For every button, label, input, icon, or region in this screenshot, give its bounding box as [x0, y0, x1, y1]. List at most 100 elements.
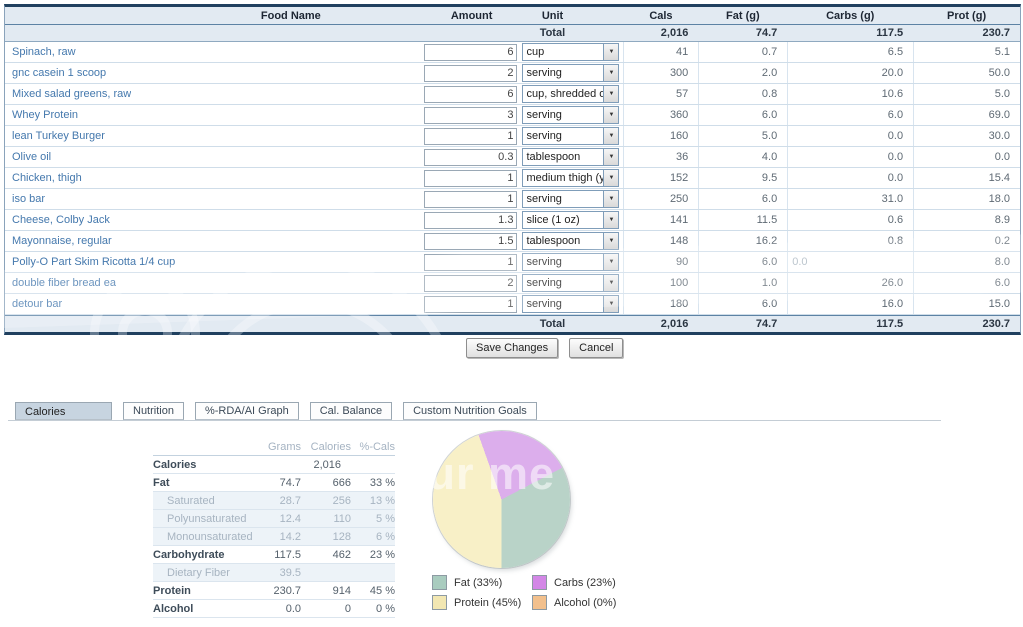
dropdown-arrow-icon[interactable]: ▼ [603, 254, 619, 270]
amount-input[interactable] [424, 253, 518, 271]
carbs-value: 31.0 [787, 189, 913, 209]
dropdown-arrow-icon[interactable]: ▼ [603, 107, 619, 123]
food-name-link[interactable]: Whey Protein [12, 109, 79, 121]
fat-value: 5.0 [698, 126, 787, 146]
unit-select[interactable]: tablespoon ▼ [522, 232, 620, 250]
dropdown-arrow-icon[interactable]: ▼ [603, 86, 619, 102]
food-name-link[interactable]: iso bar [12, 193, 46, 205]
pcals-value: 45 % [369, 584, 395, 597]
unit-select[interactable]: serving ▼ [522, 190, 620, 208]
cals-value: 300 [623, 63, 698, 83]
dropdown-arrow-icon[interactable]: ▼ [603, 149, 619, 165]
unit-select-value: serving [526, 256, 562, 268]
food-name-link[interactable]: Chicken, thigh [12, 172, 82, 184]
unit-select[interactable]: medium thigh (yield afte▼ [522, 169, 620, 187]
amount-input[interactable] [424, 274, 518, 292]
col-header-pcals: %-Cals [359, 440, 395, 453]
tab-custom-nutrition-goals[interactable]: Custom Nutrition Goals [403, 402, 537, 420]
unit-select[interactable]: serving ▼ [522, 64, 620, 82]
tab-nutrition[interactable]: Nutrition [123, 402, 184, 420]
pcals-value: 6 % [376, 530, 395, 543]
unit-select-value: serving [526, 67, 562, 79]
food-name-link[interactable]: Cheese, Colby Jack [12, 214, 110, 226]
dropdown-arrow-icon[interactable]: ▼ [603, 233, 619, 249]
amount-input[interactable] [424, 43, 518, 61]
unit-select[interactable]: slice (1 oz) ▼ [522, 211, 620, 229]
fat-value: 6.0 [698, 252, 787, 272]
food-name-link[interactable]: Polly-O Part Skim Ricotta 1/4 cup [12, 256, 176, 268]
calories-total-value: 2,016 [313, 458, 341, 471]
food-log-table: Food Name Amount Unit Cals Fat (g) Carbs… [4, 4, 1021, 335]
col-header-amount: Amount [450, 9, 493, 22]
amount-input[interactable] [424, 232, 518, 250]
cals-value: 360 [623, 105, 698, 125]
nutrition-row-polyunsaturated: Polyunsaturated 12.4 110 5 % [153, 510, 395, 528]
unit-select[interactable]: serving ▼ [522, 106, 620, 124]
dropdown-arrow-icon[interactable]: ▼ [603, 191, 619, 207]
row-label: Polyunsaturated [167, 512, 247, 525]
dropdown-arrow-icon[interactable]: ▼ [603, 212, 619, 228]
pcals-value: 33 % [369, 476, 395, 489]
unit-select-value: tablespoon [526, 235, 581, 247]
save-changes-button[interactable]: Save Changes [466, 338, 559, 358]
unit-select[interactable]: serving ▼ [522, 274, 620, 292]
carbs-value: 6.0 [787, 105, 913, 125]
amount-input[interactable] [424, 64, 518, 82]
fat-value: 2.0 [698, 63, 787, 83]
unit-select[interactable]: serving ▼ [522, 127, 620, 145]
dropdown-arrow-icon[interactable]: ▼ [603, 170, 619, 186]
food-name-link[interactable]: double fiber bread ea [12, 277, 116, 289]
amount-input[interactable] [424, 295, 518, 313]
food-name-link[interactable]: gnc casein 1 scoop [12, 67, 107, 79]
total-row-top: Total 2,016 74.7 117.5 230.7 [5, 25, 1020, 42]
dropdown-arrow-icon[interactable]: ▼ [603, 44, 619, 60]
tab-cal-balance[interactable]: Cal. Balance [309, 402, 393, 420]
dropdown-arrow-icon[interactable]: ▼ [603, 65, 619, 81]
fat-value: 9.5 [698, 168, 787, 188]
total-fat: 74.7 [755, 27, 778, 39]
cals-value: 90 [623, 252, 698, 272]
amount-input[interactable] [424, 169, 518, 187]
food-name-link[interactable]: lean Turkey Burger [12, 130, 105, 142]
legend-item-protein: Protein (45%) [432, 595, 532, 610]
food-name-link[interactable]: Mayonnaise, regular [12, 235, 112, 247]
food-name-link[interactable]: Spinach, raw [12, 46, 76, 58]
food-name-link[interactable]: Olive oil [12, 151, 52, 163]
food-name-link[interactable]: Mixed salad greens, raw [12, 88, 132, 100]
unit-select-value: tablespoon [526, 151, 581, 163]
food-name-link[interactable]: detour bar [12, 298, 63, 310]
food-row: iso bar serving ▼ 250 6.0 31.0 18.0 [5, 189, 1020, 210]
pcals-value: 13 % [369, 494, 395, 507]
prot-value: 15.4 [913, 168, 1020, 188]
carbs-value: 20.0 [787, 63, 913, 83]
unit-select[interactable]: serving ▼ [522, 295, 620, 313]
dropdown-arrow-icon[interactable]: ▼ [603, 128, 619, 144]
nutrition-row-monounsaturated: Monounsaturated 14.2 128 6 % [153, 528, 395, 546]
total-fat: 74.7 [755, 318, 778, 330]
prot-value: 15.0 [913, 294, 1020, 314]
amount-input[interactable] [424, 106, 518, 124]
total-cals: 2,016 [660, 318, 689, 330]
unit-select[interactable]: cup ▼ [522, 43, 620, 61]
nutrition-row-saturated: Saturated 28.7 256 13 % [153, 492, 395, 510]
amount-input[interactable] [424, 85, 518, 103]
unit-select[interactable]: serving ▼ [522, 253, 620, 271]
amount-input[interactable] [424, 211, 518, 229]
dropdown-arrow-icon[interactable]: ▼ [603, 275, 619, 291]
dropdown-arrow-icon[interactable]: ▼ [603, 296, 619, 312]
cancel-button[interactable]: Cancel [569, 338, 624, 358]
amount-input[interactable] [424, 148, 518, 166]
tab-rda-ai-graph[interactable]: %-RDA/AI Graph [194, 402, 299, 420]
col-header-fat: Fat (g) [726, 9, 760, 22]
food-row: Spinach, raw cup ▼ 41 0.7 6.5 5.1 [5, 42, 1020, 63]
fat-value: 4.0 [698, 147, 787, 167]
total-carbs: 117.5 [876, 318, 904, 330]
nutrition-breakdown-table: Grams Calories %-Cals Calories 2,016 Fat… [153, 438, 395, 618]
amount-input[interactable] [424, 190, 518, 208]
unit-select[interactable]: cup, shredded or chopp▼ [522, 85, 620, 103]
amount-input[interactable] [424, 127, 518, 145]
tab-calories[interactable]: Calories [15, 402, 112, 420]
col-header-carbs: Carbs (g) [826, 9, 875, 22]
unit-select[interactable]: tablespoon ▼ [522, 148, 620, 166]
carbs-value: 26.0 [787, 273, 913, 293]
